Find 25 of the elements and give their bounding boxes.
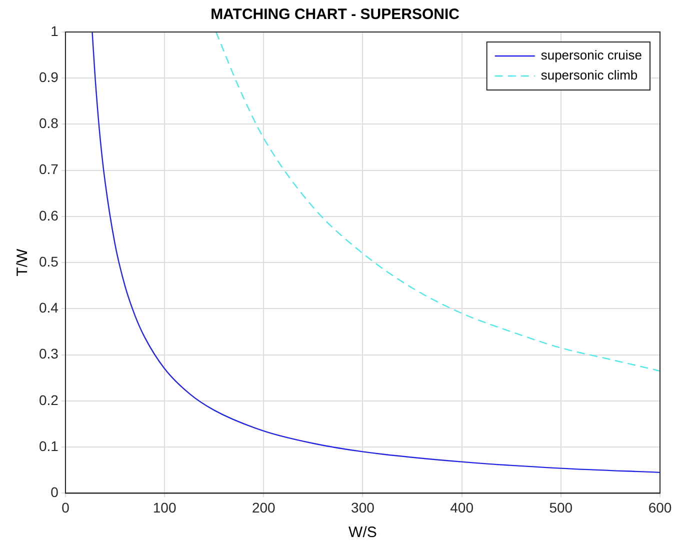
- y-tick-label: 0.6: [38, 207, 59, 224]
- y-tick-label: 0.7: [38, 161, 59, 178]
- y-tick-label: 0.2: [38, 392, 59, 408]
- x-tick-label: 0: [62, 499, 70, 516]
- chart-title: MATCHING CHART - SUPERSONIC: [210, 6, 460, 24]
- x-tick-label: 500: [549, 499, 573, 516]
- x-tick-label: 300: [351, 499, 375, 516]
- y-tick-label: 0.3: [38, 346, 59, 362]
- x-tick-label: 400: [450, 499, 474, 516]
- y-axis-title: T/W: [14, 248, 32, 276]
- line-series: [92, 32, 660, 474]
- x-axis-title: W/S: [348, 524, 377, 542]
- x-tick-label: 100: [152, 499, 176, 516]
- y-tick-label: 0.5: [38, 253, 59, 270]
- y-tick-label: 0: [50, 484, 59, 500]
- y-tick-label: 0.1: [38, 438, 59, 454]
- y-tick-label: 1: [50, 22, 59, 39]
- line-series: [215, 32, 660, 372]
- legend-label: supersonic climb: [540, 68, 638, 83]
- legend-label: supersonic cruise: [540, 48, 642, 63]
- x-tick-label: 200: [252, 499, 276, 516]
- y-tick-label: 0.4: [38, 300, 59, 316]
- x-tick-label: 600: [648, 499, 672, 516]
- y-tick-label: 0.8: [38, 115, 59, 132]
- y-tick-label: 0.9: [38, 68, 59, 85]
